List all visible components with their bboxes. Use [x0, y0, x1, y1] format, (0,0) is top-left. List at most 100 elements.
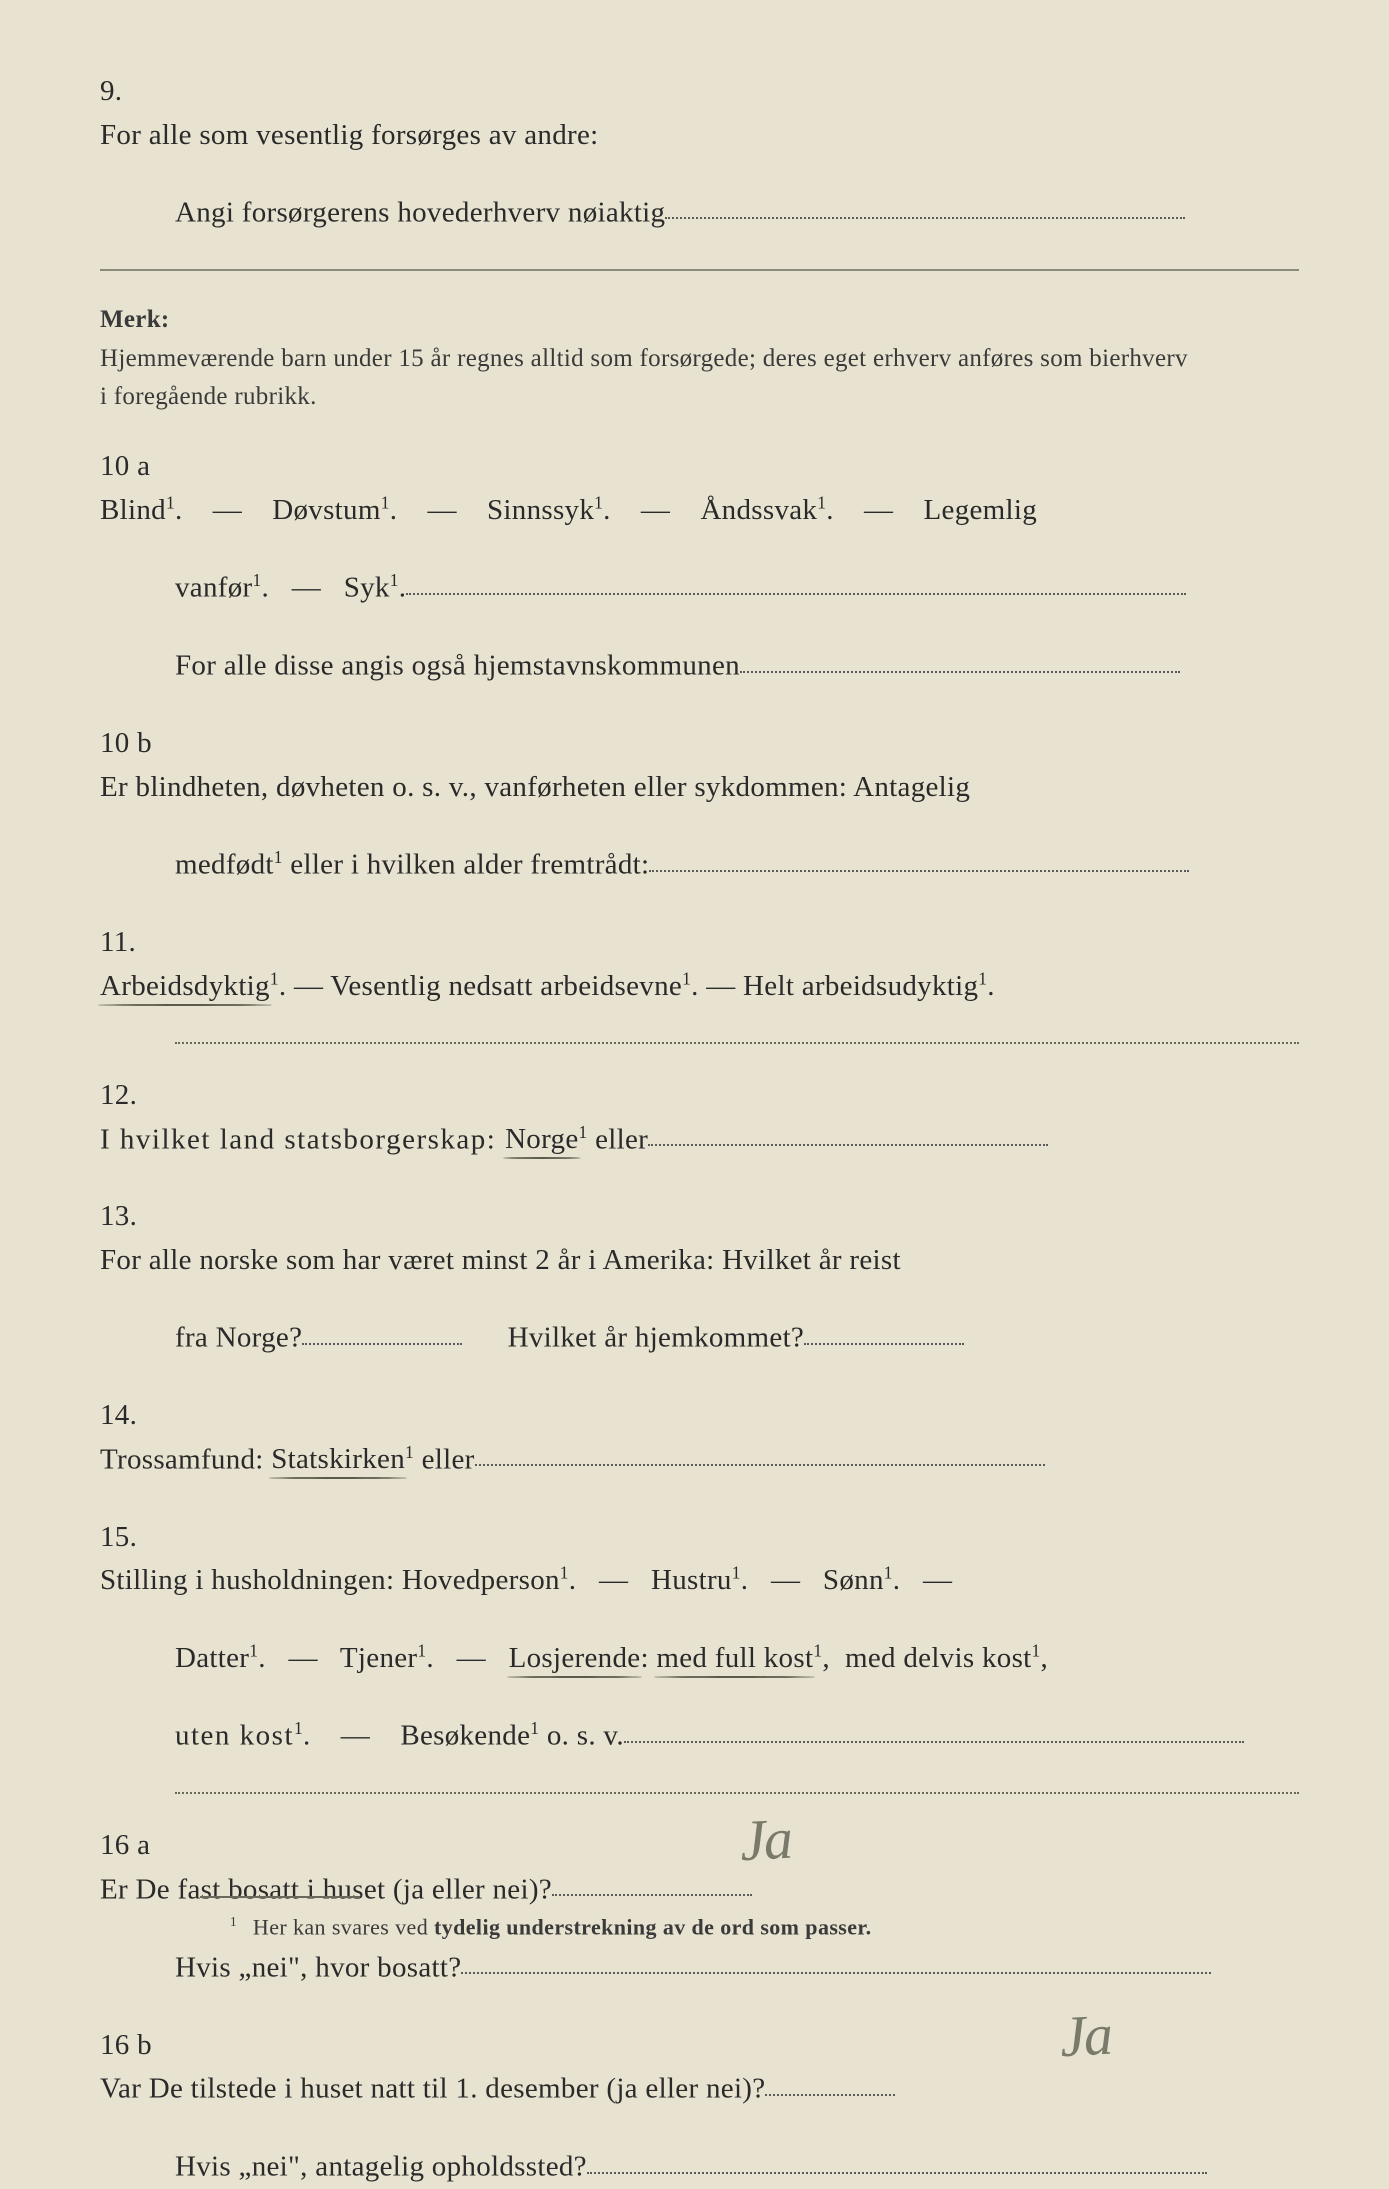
blank-line — [461, 1944, 1211, 1974]
question-14: 14. Trossamfund: Statskirken1 eller — [100, 1394, 1299, 1481]
q10b-number: 10 b — [100, 722, 170, 766]
q14-content: Trossamfund: Statskirken1 eller — [100, 1438, 1224, 1482]
q10b-text1: Er blindheten, døvheten o. s. v., vanfør… — [100, 766, 1224, 810]
opt-dovstum: Døvstum — [272, 494, 380, 526]
question-16a-line2: Hvis „nei", hvor bosatt? — [100, 1946, 1299, 1990]
opt-norge: Norge — [505, 1123, 578, 1155]
q12-number: 12. — [100, 1074, 170, 1118]
opt-delvis-kost: med delvis kost — [845, 1642, 1032, 1674]
q12-pre: I hvilket land statsborgerskap: — [100, 1123, 505, 1155]
section-divider — [100, 269, 1299, 271]
q16a-text2: Hvis „nei", hvor bosatt? — [175, 1951, 461, 1983]
footnote-text-b: tydelig understrekning av de ord som pas… — [434, 1914, 871, 1939]
merk-label: Merk: — [100, 301, 195, 340]
q14-number: 14. — [100, 1394, 170, 1438]
blank-line — [552, 1866, 752, 1896]
q10a-content: Blind1. — Døvstum1. — Sinnssyk1. — Åndss… — [100, 489, 1224, 533]
question-16a: 16 a Er De fast bosatt i huset (ja eller… — [100, 1824, 1299, 1911]
handwritten-answer-16b: Ja — [1058, 1990, 1113, 2080]
question-13-line2: fra Norge? Hvilket år hjemkommet? — [100, 1316, 1299, 1360]
opt-andssvak: Åndssvak — [700, 494, 817, 526]
opt-besokende: Besøkende — [400, 1720, 530, 1752]
opt-hustru: Hustru — [651, 1564, 732, 1596]
q16b-number: 16 b — [100, 2024, 170, 2068]
q12-content: I hvilket land statsborgerskap: Norge1 e… — [100, 1118, 1224, 1162]
question-10b: 10 b Er blindheten, døvheten o. s. v., v… — [100, 722, 1299, 809]
census-form-page: 9. For alle som vesentlig forsørges av a… — [100, 70, 1299, 1988]
question-9: 9. For alle som vesentlig forsørges av a… — [100, 70, 1299, 157]
q10a-text3: For alle disse angis også hjemstavnskomm… — [175, 650, 740, 682]
q16b-content: Var De tilstede i huset natt til 1. dese… — [100, 2067, 1224, 2111]
opt-losjerende: Losjerende — [509, 1642, 641, 1674]
opt-nedsatt: Vesentlig nedsatt arbeidsevne — [330, 970, 682, 1002]
footnote-rule — [200, 1896, 360, 1898]
question-9-line2: Angi forsørgerens hovederhverv nøiaktig — [100, 191, 1299, 235]
blank-line — [587, 2143, 1207, 2173]
question-16b: 16 b Var De tilstede i huset natt til 1.… — [100, 2024, 1299, 2111]
opt-hovedperson: Hovedperson — [402, 1564, 560, 1596]
q15-tail: o. s. v. — [547, 1720, 624, 1752]
handwritten-answer-16a: Ja — [738, 1795, 793, 1885]
opt-blind: Blind — [100, 494, 166, 526]
blank-line — [765, 2065, 895, 2095]
blank-line — [624, 1712, 1244, 1742]
q13-text2a: fra Norge? — [175, 1322, 302, 1354]
blank-line — [406, 564, 1186, 594]
q13-text2b: Hvilket år hjemkommet? — [508, 1322, 805, 1354]
question-10a: 10 a Blind1. — Døvstum1. — Sinnssyk1. — … — [100, 445, 1299, 532]
q16b-text1: Var De tilstede i huset natt til 1. dese… — [100, 2073, 765, 2105]
blank-line — [648, 1116, 1048, 1146]
dotted-divider — [175, 1792, 1299, 1794]
q14-pre: Trossamfund: — [100, 1443, 271, 1475]
question-10b-line2: medfødt1 eller i hvilken alder fremtrådt… — [100, 843, 1299, 887]
q14-post: eller — [414, 1443, 475, 1475]
q16a-number: 16 a — [100, 1824, 170, 1868]
opt-full-kost: med full kost — [656, 1642, 813, 1674]
q9-text2: Angi forsørgerens hovederhverv nøiaktig — [175, 196, 665, 228]
question-15-line3: uten kost1. — Besøkende1 o. s. v. — [100, 1714, 1299, 1758]
blank-line — [302, 1314, 462, 1344]
opt-vanfor: vanfør — [175, 572, 253, 604]
opt-arbeidsdyktig: Arbeidsdyktig — [100, 970, 270, 1002]
q10b-text2b: eller i hvilken alder fremtrådt: — [283, 849, 650, 881]
q16a-content: Er De fast bosatt i huset (ja eller nei)… — [100, 1868, 1224, 1912]
blank-line — [740, 642, 1180, 672]
q15-number: 15. — [100, 1516, 170, 1560]
q15-pre: Stilling i husholdningen: — [100, 1564, 402, 1596]
q13-number: 13. — [100, 1195, 170, 1239]
q11-number: 11. — [100, 921, 170, 965]
opt-tjener: Tjener — [340, 1642, 417, 1674]
question-10a-line3: For alle disse angis også hjemstavnskomm… — [100, 644, 1299, 688]
q13-text1: For alle norske som har været minst 2 år… — [100, 1239, 1224, 1283]
blank-line — [475, 1436, 1045, 1466]
q9-text1: For alle som vesentlig forsørges av andr… — [100, 114, 1224, 158]
question-15-line2: Datter1. — Tjener1. — Losjerende: med fu… — [100, 1637, 1299, 1681]
question-11: 11. Arbeidsdyktig1. — Vesentlig nedsatt … — [100, 921, 1299, 1008]
opt-uten-kost: uten kost — [175, 1720, 294, 1752]
question-12: 12. I hvilket land statsborgerskap: Norg… — [100, 1074, 1299, 1161]
question-15: 15. Stilling i husholdningen: Hovedperso… — [100, 1516, 1299, 1603]
question-13: 13. For alle norske som har været minst … — [100, 1195, 1299, 1282]
question-10a-line2: vanfør1. — Syk1. — [100, 566, 1299, 610]
question-16b-line2: Hvis „nei", antagelig opholdssted? — [100, 2145, 1299, 2189]
opt-datter: Datter — [175, 1642, 249, 1674]
q10a-number: 10 a — [100, 445, 170, 489]
footnote-text-a: Her kan svares ved — [253, 1914, 434, 1939]
q10b-medfodt: medfødt — [175, 849, 274, 881]
opt-statskirken: Statskirken — [271, 1443, 405, 1475]
blank-line — [649, 841, 1189, 871]
footnote-num: 1 — [230, 1914, 237, 1929]
note-merk: Merk: Hjemmeværende barn under 15 år reg… — [100, 301, 1299, 417]
q12-post: eller — [588, 1123, 649, 1155]
q9-number: 9. — [100, 70, 170, 114]
opt-sonn: Sønn — [823, 1564, 884, 1596]
q11-content: Arbeidsdyktig1. — Vesentlig nedsatt arbe… — [100, 965, 1224, 1009]
q15-content: Stilling i husholdningen: Hovedperson1. … — [100, 1559, 1224, 1603]
q16a-text1: Er De fast bosatt i huset (ja eller nei)… — [100, 1873, 552, 1905]
opt-sinnssyk: Sinnssyk — [487, 494, 594, 526]
q16b-text2: Hvis „nei", antagelig opholdssted? — [175, 2151, 587, 2183]
blank-line — [665, 189, 1185, 219]
blank-line — [804, 1314, 964, 1344]
opt-syk: Syk — [344, 572, 390, 604]
opt-udyktig: Helt arbeidsudyktig — [743, 970, 978, 1002]
